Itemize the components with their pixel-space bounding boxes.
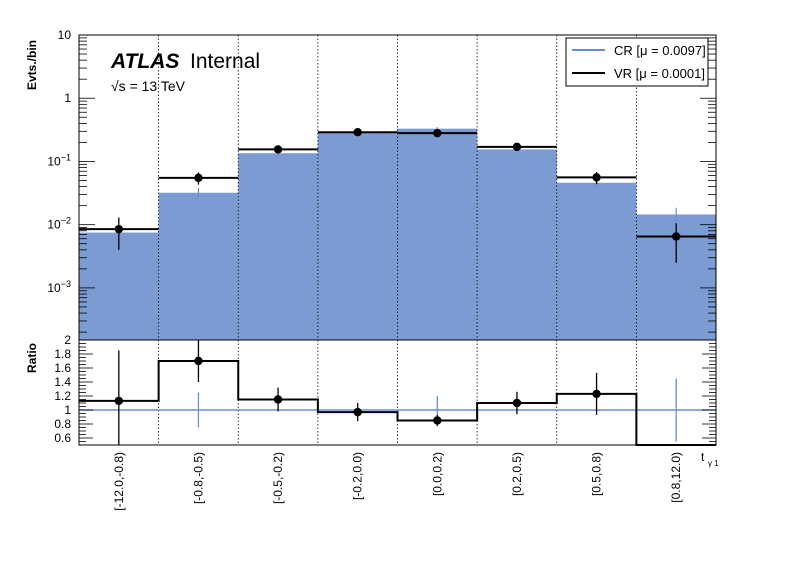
y-tick-label: 10−3 — [47, 279, 71, 295]
vr-point — [671, 232, 681, 241]
x-axis-label-subscript: γ 1 — [708, 459, 719, 468]
energy-label: √s = 13 TeV — [111, 78, 186, 94]
vr-point — [592, 173, 601, 182]
ratio-y-tick-label: 0.6 — [54, 431, 71, 445]
legend-box — [565, 37, 709, 87]
y-tick-label: 10−2 — [47, 216, 71, 232]
ratio-point — [512, 398, 522, 408]
legend: CR [μ = 0.0097] VR [μ = 0.0001] — [565, 37, 709, 87]
ratio-y-tick-label: 1 — [64, 403, 71, 417]
vr-point — [512, 142, 522, 152]
cr-bar — [397, 128, 478, 340]
ratio-point — [114, 396, 124, 406]
ratio-point — [433, 416, 442, 425]
ratio-y-tick-label: 1.6 — [54, 361, 71, 375]
x-tick-label: [-0.5,-0.2) — [271, 452, 285, 504]
ratio-y-tick-label: 1.4 — [54, 375, 71, 389]
ratio-y-tick-label: 1.2 — [54, 389, 71, 403]
ratio-point — [353, 407, 362, 417]
main-panel: 10−3 10−2 10−1 1 10 — [47, 28, 717, 341]
x-tick-label: [0.8,12.0) — [669, 452, 683, 503]
x-tick-label: [-0.2,0.0) — [351, 452, 365, 500]
x-tick-label: [-12.0,-0.8) — [112, 452, 126, 511]
cr-bar — [79, 232, 159, 340]
legend-label-vr: VR [μ = 0.0001] — [614, 66, 705, 81]
legend-label-cr: CR [μ = 0.0097] — [614, 43, 706, 58]
y-axis-label-top: Evts./bin — [25, 40, 39, 90]
ratio-panel: 0.60.811.21.41.61.82 [-12.0,-0.8) [-0.8,-0… — [54, 333, 717, 511]
y-tick-label: 1 — [64, 91, 71, 105]
cr-bar — [238, 153, 318, 340]
x-tick-label: [0.2,0.5) — [510, 452, 524, 496]
x-axis-label: t — [701, 450, 705, 464]
cr-bar — [556, 182, 637, 340]
experiment-status: Internal — [190, 50, 260, 73]
cr-bar — [317, 132, 398, 340]
vr-point — [194, 173, 203, 183]
ratio-y-tick-label: 1.8 — [54, 347, 71, 361]
y-axis-label-ratio: Ratio — [25, 343, 39, 373]
vr-point — [433, 128, 442, 138]
y-tick-label: 10 — [58, 28, 72, 42]
ratio-y-tick-label: 0.8 — [54, 417, 71, 431]
x-tick-label: [0.0,0.2) — [430, 452, 444, 496]
y-tick-label: 10−1 — [47, 152, 71, 168]
vr-point — [273, 145, 283, 154]
cr-bar — [158, 192, 239, 340]
ratio-point — [194, 356, 203, 366]
x-tick-label: [0.5,0.8) — [590, 452, 604, 496]
vr-point — [114, 224, 124, 234]
chart-labels: Evts./bin Ratio t γ 1 ATLAS Internal √s … — [25, 40, 719, 468]
experiment-label: ATLAS — [110, 50, 179, 73]
ratio-y-tick-label: 2 — [64, 333, 71, 347]
x-tick-label: [-0.8,-0.5) — [191, 452, 205, 504]
vr-point — [353, 128, 362, 137]
ratio-point — [592, 389, 601, 399]
cr-bar — [477, 149, 557, 340]
ratio-point — [273, 395, 283, 404]
